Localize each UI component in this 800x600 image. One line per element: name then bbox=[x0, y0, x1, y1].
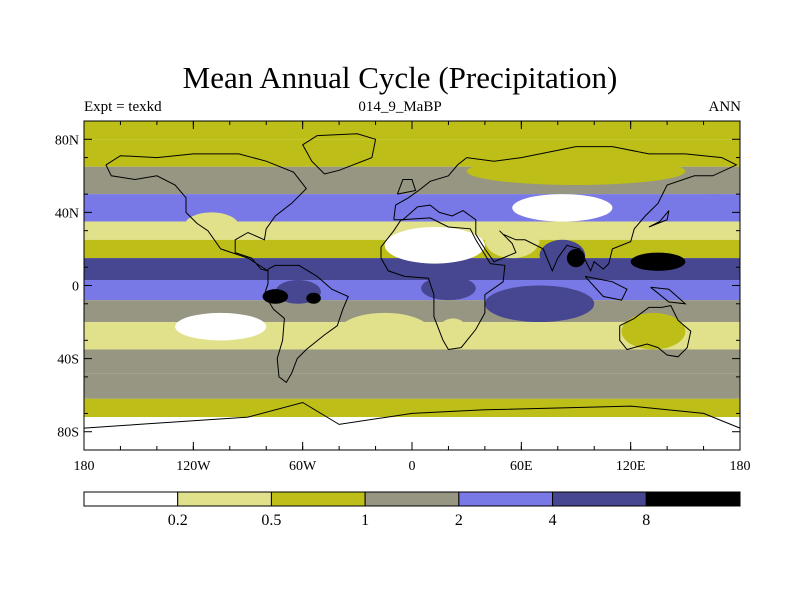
coastline bbox=[380, 217, 506, 351]
precip-region bbox=[484, 221, 540, 259]
zonal-band bbox=[84, 121, 740, 140]
colorbar-label: 8 bbox=[642, 512, 651, 529]
precip-region bbox=[339, 312, 431, 350]
precip-region bbox=[84, 422, 740, 450]
coastlines bbox=[83, 133, 741, 429]
colorbar-label: 0.5 bbox=[261, 512, 282, 529]
lat-tick-label: 0 bbox=[72, 280, 79, 295]
precip-region bbox=[466, 157, 686, 185]
colorbar-label: 4 bbox=[548, 512, 557, 529]
colorbar bbox=[83, 491, 741, 507]
colorbar-swatch bbox=[177, 491, 272, 507]
colorbar-swatch bbox=[458, 491, 554, 507]
precip-region bbox=[384, 227, 485, 264]
precip-region bbox=[175, 312, 267, 341]
colorbar-swatch bbox=[552, 491, 647, 507]
zonal-band bbox=[84, 194, 740, 222]
coastline bbox=[396, 179, 417, 195]
precip-region bbox=[421, 276, 476, 301]
lon-tick-label: 180 bbox=[730, 459, 751, 474]
precip-region bbox=[306, 292, 321, 304]
coastline bbox=[584, 275, 628, 301]
lat-tick-label: 40N bbox=[55, 206, 79, 221]
lon-tick-label: 180 bbox=[74, 459, 95, 474]
precip-region bbox=[685, 194, 741, 222]
colorbar-swatch bbox=[645, 491, 741, 507]
coastline bbox=[105, 153, 307, 272]
zonal-band bbox=[84, 398, 740, 418]
coastline bbox=[650, 286, 687, 305]
colorbar-label: 2 bbox=[454, 512, 463, 529]
coastline bbox=[648, 210, 670, 228]
coastline bbox=[83, 401, 741, 429]
coastline bbox=[302, 133, 377, 175]
colorbar-label: 0.2 bbox=[167, 512, 188, 529]
axis-ticks: 80N 40N 0 40S 80S 180 120W 60W 0 60E 120E 180 bbox=[55, 120, 751, 474]
lat-tick-label: 80N bbox=[55, 133, 79, 148]
coastline bbox=[263, 264, 349, 384]
precip-region bbox=[566, 248, 586, 268]
precip-region bbox=[184, 212, 239, 240]
experiment-label: Expt = texkd bbox=[84, 99, 162, 115]
precip-region bbox=[439, 318, 467, 341]
lat-tick-label: 80S bbox=[57, 426, 79, 441]
zonal-band bbox=[84, 280, 740, 301]
season-label: ANN bbox=[708, 99, 742, 115]
map-field bbox=[84, 121, 741, 450]
colorbar-swatch bbox=[83, 491, 179, 507]
precip-region bbox=[262, 289, 289, 304]
zonal-band bbox=[84, 349, 740, 374]
lat-tick-label: 40S bbox=[57, 353, 79, 368]
zonal-band bbox=[84, 373, 740, 399]
lon-tick-label: 60E bbox=[510, 459, 533, 474]
run-label: 014_9_MaBP bbox=[358, 99, 442, 115]
coastline bbox=[393, 146, 738, 273]
precip-region bbox=[484, 285, 595, 323]
colorbar-swatch bbox=[364, 491, 460, 507]
colorbar-label: 1 bbox=[361, 512, 370, 529]
lon-tick-label: 120E bbox=[616, 459, 646, 474]
chart-title: Mean Annual Cycle (Precipitation) bbox=[182, 60, 618, 95]
colorbar-swatch bbox=[270, 491, 366, 507]
coastline bbox=[619, 305, 692, 358]
precip-region bbox=[512, 194, 613, 222]
precip-region bbox=[621, 312, 686, 350]
lon-tick-label: 120W bbox=[176, 459, 211, 474]
lon-tick-label: 0 bbox=[409, 459, 416, 474]
precip-region bbox=[630, 252, 686, 271]
lon-tick-label: 60W bbox=[289, 459, 317, 474]
